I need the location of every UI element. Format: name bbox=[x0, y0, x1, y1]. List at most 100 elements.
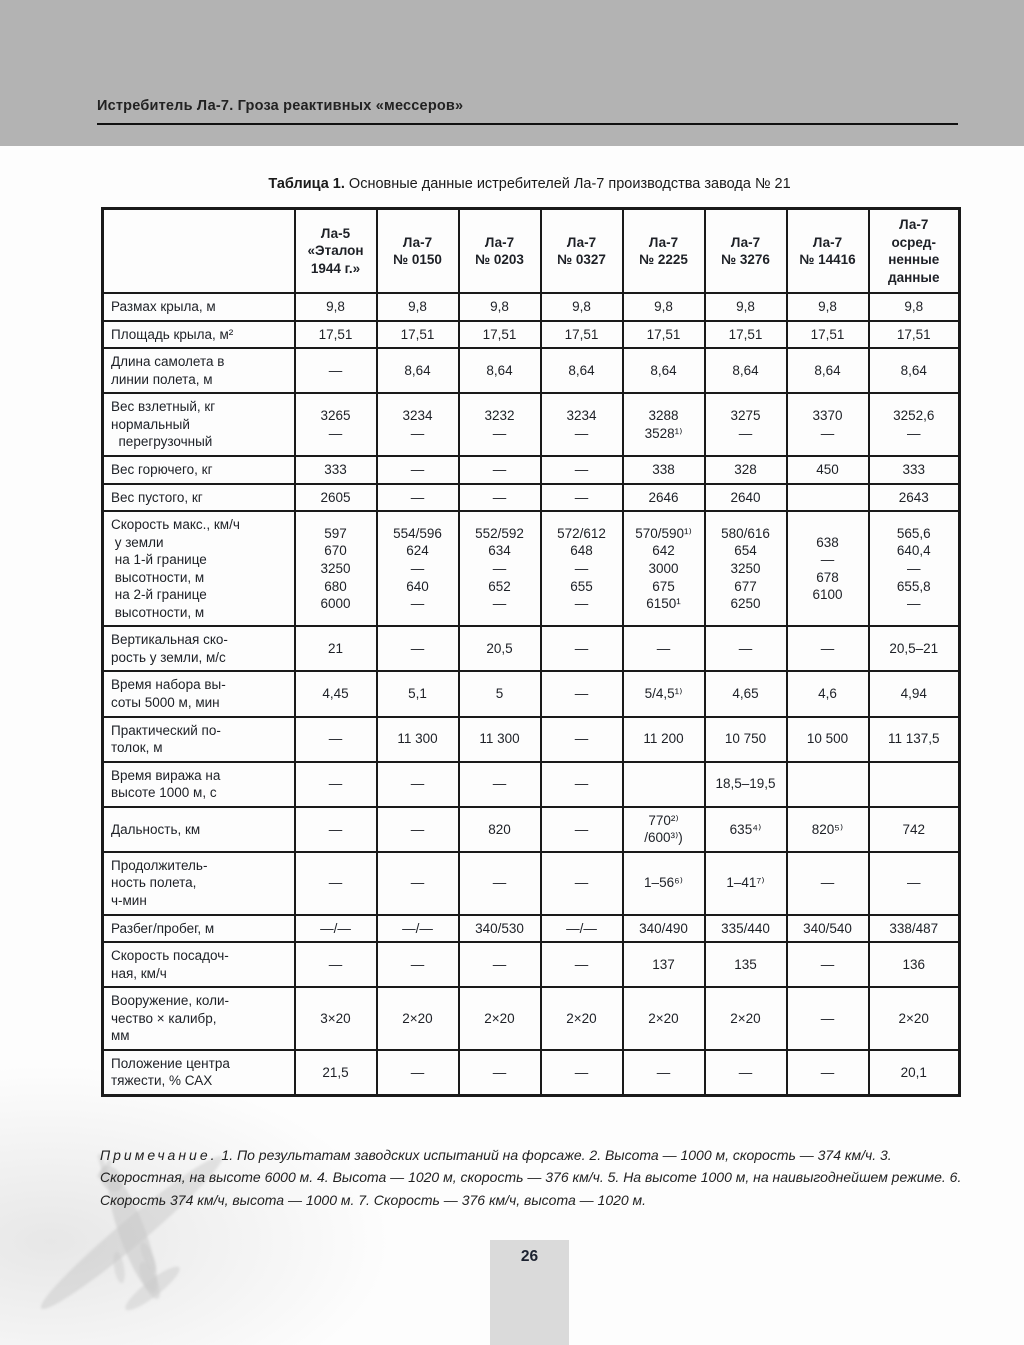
data-cell: 17,51 bbox=[621, 319, 706, 350]
data-cell: 4,45 bbox=[293, 670, 378, 718]
table-row: Дальность, км — —820—770²⁾ /600³⁾) 635⁴⁾ 820… bbox=[101, 805, 961, 853]
row-label-cell: Вес пустого, кг bbox=[101, 482, 296, 513]
data-cell: 4,94 bbox=[867, 670, 961, 718]
row-label-cell: Скорость посадоч- ная, км/ч bbox=[101, 941, 296, 989]
data-cell: 2605 bbox=[293, 482, 378, 513]
data-cell: — bbox=[785, 941, 870, 989]
data-cell: 8,64 bbox=[703, 347, 788, 395]
table-body: Размах крыла, м 9,8 9,8 9,8 9,8 9,8 9,8 9,8 9,8 П… bbox=[101, 292, 961, 1097]
data-cell bbox=[785, 482, 870, 513]
data-cell: 333 bbox=[293, 455, 378, 485]
data-cell: 5 bbox=[457, 670, 542, 718]
data-cell: 8,64 bbox=[785, 347, 870, 395]
data-cell: 9,8 bbox=[375, 292, 460, 322]
data-cell: 335/440 bbox=[703, 913, 788, 944]
table-row: Время виража на высоте 1000 м, с — — — —18,5… bbox=[101, 760, 961, 808]
data-cell bbox=[785, 760, 870, 808]
row-label-cell: Вес горючего, кг bbox=[101, 455, 296, 485]
data-cell: 3370 — bbox=[785, 392, 870, 458]
data-cell: 9,8 bbox=[867, 292, 961, 322]
row-label-cell: Размах крыла, м bbox=[101, 292, 296, 322]
row-label-cell: Вооружение, коли- чество × калибр, мм bbox=[101, 986, 296, 1051]
page-number: 26 bbox=[520, 1248, 539, 1265]
data-cell: — bbox=[539, 760, 624, 808]
table-caption-text: Основные данные истребителей Ла-7 произв… bbox=[344, 176, 791, 192]
data-cell: — bbox=[539, 941, 624, 989]
data-cell: — bbox=[293, 850, 378, 916]
data-cell: 3234 — bbox=[539, 392, 624, 458]
data-cell: 20,5–21 bbox=[867, 625, 961, 673]
data-cell: 18,5–19,5 bbox=[703, 760, 788, 808]
data-cell: — bbox=[293, 347, 378, 395]
data-cell: 635⁴⁾ bbox=[703, 805, 788, 853]
data-cell: 3275 — bbox=[703, 392, 788, 458]
row-label-cell: Площадь крыла, м² bbox=[101, 319, 296, 350]
data-cell: 3232 — bbox=[457, 392, 542, 458]
data-cell: 3×20 bbox=[293, 986, 378, 1051]
data-cell: 20,5 bbox=[457, 625, 542, 673]
data-cell: — bbox=[539, 670, 624, 718]
running-header: Истребитель Ла-7. Гроза реактивных «месс… bbox=[97, 98, 958, 125]
data-cell: 11 300 bbox=[375, 715, 460, 763]
data-cell: — bbox=[621, 625, 706, 673]
table-row: Положение центра тяжести, % САХ 21,5— — — — —… bbox=[101, 1048, 961, 1097]
table-row: Вес взлетный, кг нормальный перегрузочны… bbox=[101, 392, 961, 458]
table-row: Вооружение, коли- чество × калибр, мм 3×2… bbox=[101, 986, 961, 1051]
row-label-cell: Вес взлетный, кг нормальный перегрузочны… bbox=[101, 392, 296, 458]
data-cell: — bbox=[703, 1048, 788, 1097]
data-cell: 2×20 bbox=[539, 986, 624, 1051]
footnote: Примечание. 1. По результатам заводских … bbox=[100, 1144, 962, 1211]
data-cell: 9,8 bbox=[293, 292, 378, 322]
data-cell: 4,6 bbox=[785, 670, 870, 718]
data-cell: 135 bbox=[703, 941, 788, 989]
data-cell: 2643 bbox=[867, 482, 961, 513]
data-cell: 770²⁾ /600³⁾) bbox=[621, 805, 706, 853]
table-row: Скорость макс., км/ч у земли на 1-й гран… bbox=[101, 510, 961, 628]
data-cell: 554/596 624 — 640 — bbox=[375, 510, 460, 628]
data-cell: 1–41⁷⁾ bbox=[703, 850, 788, 916]
data-cell: 338 bbox=[621, 455, 706, 485]
data-cell: 3234 — bbox=[375, 392, 460, 458]
data-cell: 9,8 bbox=[703, 292, 788, 322]
data-cell: 17,51 bbox=[293, 319, 378, 350]
table-column-header: Ла-7 № 3276 bbox=[703, 207, 788, 295]
spec-table-container: Ла-5 «Эталон 1944 г.» Ла-7 № 0150 Ла-7 № 0… bbox=[101, 207, 961, 1097]
data-cell: 3265 — bbox=[293, 392, 378, 458]
table-row: Продолжитель- ность полета, ч-мин — — — —1–5… bbox=[101, 850, 961, 916]
data-cell: 3252,6 — bbox=[867, 392, 961, 458]
data-cell: 2640 bbox=[703, 482, 788, 513]
page-number-box: 26 bbox=[490, 1240, 569, 1345]
data-cell: — bbox=[375, 625, 460, 673]
data-cell: 333 bbox=[867, 455, 961, 485]
row-label-cell: Время набора вы- соты 5000 м, мин bbox=[101, 670, 296, 718]
data-cell: 17,51 bbox=[867, 319, 961, 350]
spec-table: Ла-5 «Эталон 1944 г.» Ла-7 № 0150 Ла-7 № 0… bbox=[101, 207, 961, 1097]
data-cell: 3288 3528¹⁾ bbox=[621, 392, 706, 458]
data-cell: — bbox=[539, 625, 624, 673]
table-row: Длина самолета в линии полета, м —8,64 8,6… bbox=[101, 347, 961, 395]
data-cell: — bbox=[867, 850, 961, 916]
data-cell: 2×20 bbox=[457, 986, 542, 1051]
data-cell: 136 bbox=[867, 941, 961, 989]
data-cell: — bbox=[375, 850, 460, 916]
table-row: Вес горючего, кг 333— — —338 328 450 333 bbox=[101, 455, 961, 485]
table-caption-number: Таблица 1. bbox=[268, 176, 345, 192]
data-cell: 638 — 678 6100 bbox=[785, 510, 870, 628]
table-row: Вес пустого, кг 2605— — —2646 2640 2643 bbox=[101, 482, 961, 513]
data-cell: 580/616 654 3250 677 6250 bbox=[703, 510, 788, 628]
data-cell: 9,8 bbox=[457, 292, 542, 322]
data-cell: 8,64 bbox=[539, 347, 624, 395]
table-row: Вертикальная ско- рость у земли, м/с 21—2… bbox=[101, 625, 961, 673]
data-cell: 2×20 bbox=[867, 986, 961, 1051]
data-cell: 328 bbox=[703, 455, 788, 485]
data-cell: — bbox=[539, 805, 624, 853]
data-cell: — bbox=[457, 455, 542, 485]
data-cell: — bbox=[785, 625, 870, 673]
data-cell: —/— bbox=[293, 913, 378, 944]
table-caption: Таблица 1. Основные данные истребителей … bbox=[101, 176, 958, 192]
data-cell: — bbox=[785, 850, 870, 916]
row-label-cell: Длина самолета в линии полета, м bbox=[101, 347, 296, 395]
data-cell: 552/592 634 — 652 — bbox=[457, 510, 542, 628]
data-cell: — bbox=[703, 625, 788, 673]
table-column-header: Ла-7 № 14416 bbox=[785, 207, 870, 295]
